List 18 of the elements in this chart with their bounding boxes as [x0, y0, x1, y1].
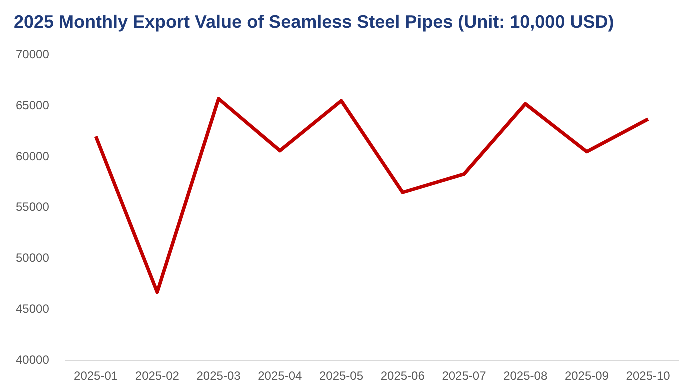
x-tick-label: 2025-02	[135, 369, 180, 384]
y-tick-label: 55000	[16, 200, 50, 214]
x-tick-label: 2025-01	[74, 369, 118, 384]
x-tick-label: 2025-08	[504, 369, 548, 384]
x-tick-label: 2025-07	[442, 369, 487, 384]
x-tick-label: 2025-10	[626, 369, 671, 384]
y-tick-label: 40000	[16, 352, 50, 367]
y-tick-label: 60000	[16, 149, 50, 164]
x-tick-label: 2025-05	[319, 369, 364, 384]
x-tick-label: 2025-04	[258, 369, 302, 384]
chart-title: 2025 Monthly Export Value of Seamless Steel Pipes (Unit: 10,000 USD)	[14, 12, 614, 33]
y-tick-label: 70000	[16, 48, 50, 62]
x-tick-label: 2025-03	[196, 369, 242, 384]
y-tick-label: 45000	[16, 302, 50, 316]
x-tick-label: 2025-06	[380, 369, 426, 384]
y-tick-label: 65000	[16, 98, 50, 112]
x-tick-label: 2025-09	[564, 369, 610, 384]
y-tick-label: 50000	[16, 251, 50, 266]
